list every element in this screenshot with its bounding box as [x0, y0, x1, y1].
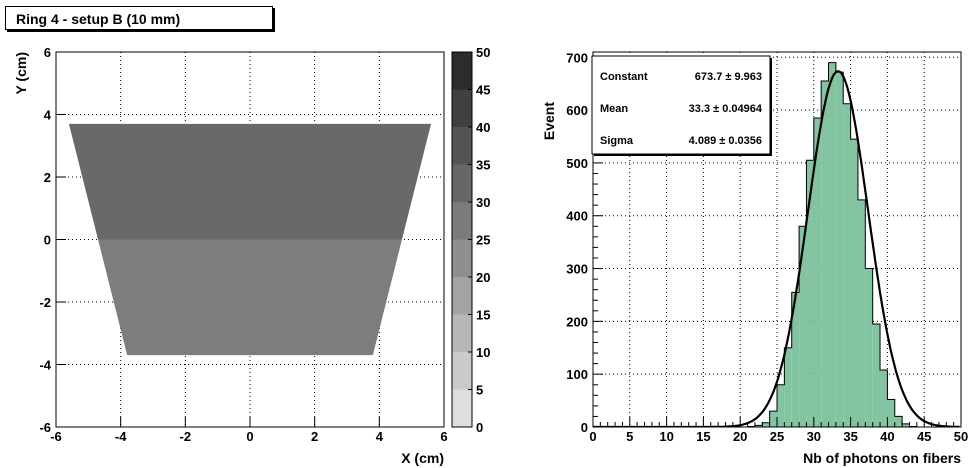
heatmap-cell-lower [98, 239, 402, 356]
histogram-bar [828, 62, 836, 427]
y-tick-label: -4 [39, 358, 51, 373]
histogram-bar [754, 425, 763, 427]
histogram-bar [865, 268, 873, 427]
y-tick-label: 0 [44, 233, 51, 248]
x-tick-label: -4 [115, 429, 127, 444]
histogram-bar [784, 347, 792, 427]
colorbar-label: 25 [476, 233, 490, 248]
x-tick-label: 40 [880, 429, 894, 444]
colorbar-label: 15 [476, 308, 490, 323]
colorbar-label: 0 [476, 420, 483, 435]
histogram-bars [593, 62, 961, 427]
histogram-bar [843, 103, 851, 427]
y-tick-label: -2 [39, 295, 51, 310]
x-tick-label: 10 [659, 429, 673, 444]
x-tick-label: 0 [589, 429, 596, 444]
stats-box [591, 55, 771, 155]
colorbar-segment [452, 277, 472, 315]
y-tick-label: 0 [581, 420, 588, 435]
stats-label: Mean [600, 103, 628, 115]
y-tick-label: 300 [566, 262, 588, 277]
stats-value: 33.3 ± 0.04964 [689, 103, 763, 115]
colorbar-label: 50 [476, 45, 490, 60]
x-tick-label: 25 [770, 429, 784, 444]
y-tick-label: 600 [566, 103, 588, 118]
histogram-bar [850, 139, 858, 427]
x-tick-label: 45 [917, 429, 931, 444]
y-tick-label: 400 [566, 209, 588, 224]
x-tick-label: 15 [696, 429, 710, 444]
histogram-bar [769, 411, 777, 427]
x-axis-title: X (cm) [401, 450, 444, 466]
colorbar-label: 35 [476, 158, 490, 173]
x-tick-label: 35 [843, 429, 857, 444]
heatmap-plot: -6 -4 -2 0 2 4 6 -6 -4 -2 0 2 4 6 X (cm) Y (cm) 0 5 10 15 20… [13, 45, 490, 466]
x-tick-label: -2 [180, 429, 192, 444]
gaussian-fit-curve [593, 70, 960, 427]
plot-title-text: Ring 4 - setup B (10 mm) [16, 11, 181, 27]
histogram-bar [835, 72, 844, 427]
x-axis-title: Nb of photons on fibers [803, 450, 961, 466]
histogram-bar [762, 422, 770, 427]
x-tick-label: 50 [954, 429, 968, 444]
histogram-bar [880, 369, 888, 427]
y-tick-label: -6 [39, 420, 51, 435]
colorbar-label: 10 [476, 345, 490, 360]
colorbar-label: 45 [476, 83, 490, 98]
histogram-bar [821, 81, 829, 427]
colorbar-segment [452, 389, 472, 427]
colorbar-label: 20 [476, 270, 490, 285]
colorbar-label: 30 [476, 195, 490, 210]
plot-title: Ring 4 - setup B (10 mm) [5, 6, 273, 30]
histogram-bar [799, 226, 807, 427]
histogram-bar [872, 324, 881, 427]
colorbar-segment [452, 164, 472, 202]
x-tick-label: 5 [626, 429, 633, 444]
colorbar-segment [452, 52, 472, 90]
colorbar-label: 40 [476, 120, 490, 135]
histogram-bar [777, 384, 785, 427]
y-tick-label: 200 [566, 314, 588, 329]
y-tick-label: 2 [44, 170, 51, 185]
y-tick-label: 700 [566, 50, 588, 65]
histogram-bar [806, 160, 814, 427]
y-tick-label: 500 [566, 156, 588, 171]
colorbar-segment [452, 89, 472, 127]
heatmap-cell-upper [68, 123, 432, 240]
x-tick-label: 20 [733, 429, 747, 444]
x-tick-label: 30 [807, 429, 821, 444]
colorbar-segment [452, 352, 472, 390]
x-tick-label: 4 [376, 429, 384, 444]
stats-value: 4.089 ± 0.0356 [689, 135, 762, 147]
x-tick-label: 0 [246, 429, 253, 444]
stats-label: Constant [600, 71, 648, 83]
y-axis-title: Event [541, 102, 557, 140]
histogram-bar [894, 416, 903, 427]
stats-label: Sigma [600, 135, 634, 147]
y-tick-label: 6 [44, 45, 51, 60]
x-tick-label: 2 [311, 429, 318, 444]
heatmap-region [68, 123, 432, 356]
colorbar-segment [452, 127, 472, 165]
stats-value: 673.7 ± 9.963 [695, 71, 762, 83]
colorbar-segment [452, 239, 472, 277]
histogram-bar [791, 292, 800, 427]
x-tick-label: 6 [440, 429, 447, 444]
x-tick-label: -6 [50, 429, 62, 444]
histogram-bar [902, 423, 910, 427]
colorbar-segment [452, 202, 472, 240]
histogram-plot: 0 5 10 15 20 25 30 35 40 45 5001002003004005006007… [541, 50, 968, 466]
colorbar-label: 5 [476, 383, 483, 398]
histogram-bar [887, 399, 895, 427]
y-tick-label: 4 [44, 108, 52, 123]
y-tick-label: 100 [566, 367, 588, 382]
colorbar-segment [452, 314, 472, 352]
histogram-bar [857, 199, 866, 427]
y-axis-title: Y (cm) [13, 52, 29, 95]
histogram-bar [813, 118, 822, 427]
